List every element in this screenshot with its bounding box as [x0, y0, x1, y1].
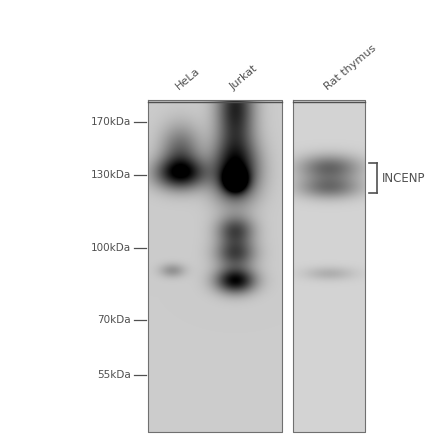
- Text: INCENP: INCENP: [382, 172, 425, 184]
- Text: 130kDa: 130kDa: [91, 170, 131, 180]
- Text: 170kDa: 170kDa: [91, 117, 131, 127]
- Text: 100kDa: 100kDa: [91, 243, 131, 253]
- Text: Jurkat: Jurkat: [228, 64, 260, 92]
- Text: 70kDa: 70kDa: [97, 315, 131, 325]
- Text: HeLa: HeLa: [173, 66, 202, 92]
- Text: Rat thymus: Rat thymus: [323, 43, 378, 92]
- Text: 55kDa: 55kDa: [97, 370, 131, 380]
